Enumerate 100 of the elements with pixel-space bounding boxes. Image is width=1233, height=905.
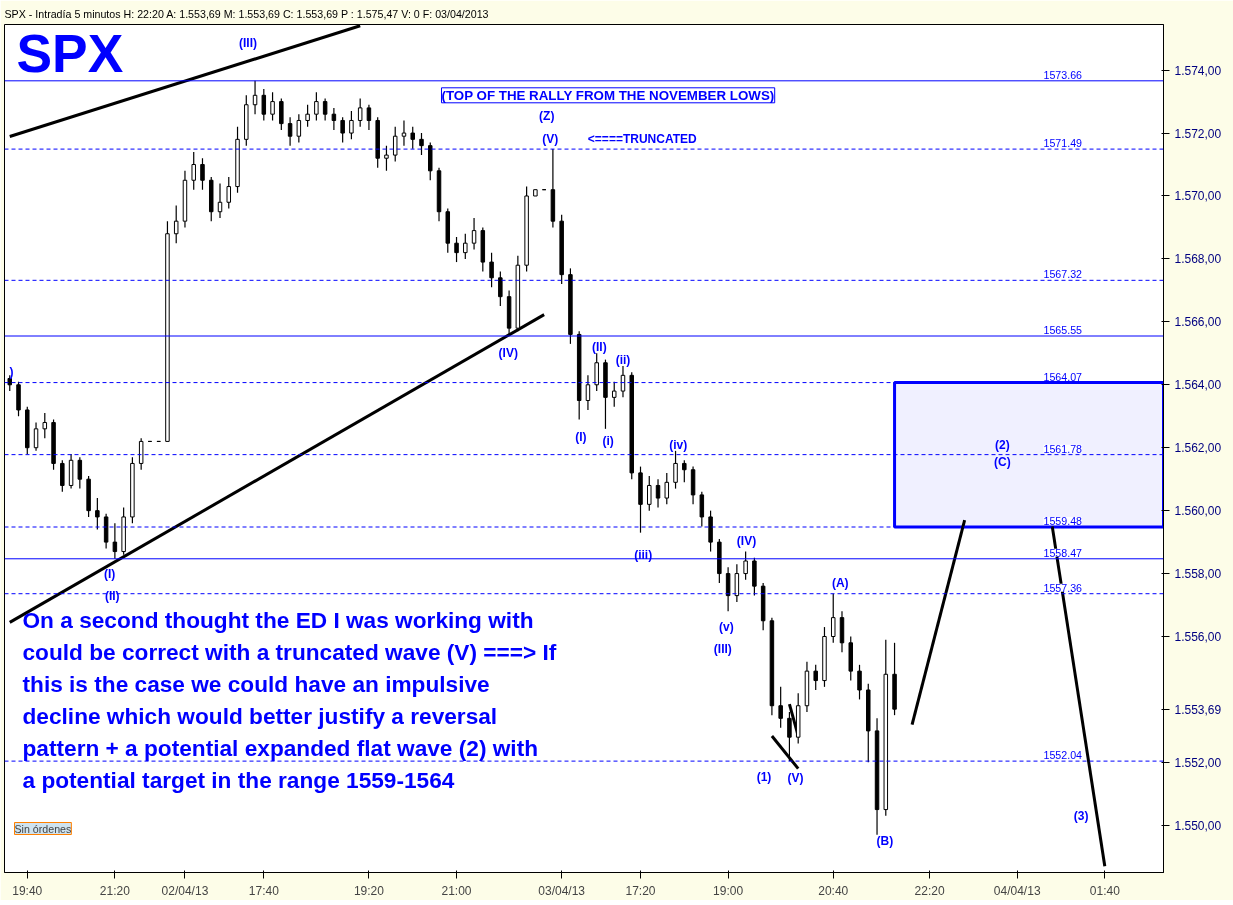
ref-line-label: 1571.49 bbox=[1043, 137, 1083, 150]
x-tick-label: 21:00 bbox=[441, 883, 472, 898]
x-tick-label: 03/04/13 bbox=[538, 883, 586, 898]
annotation: (3) bbox=[1073, 808, 1089, 823]
ref-line-label: 1573.66 bbox=[1043, 68, 1083, 81]
annotation: <====TRUNCATED bbox=[587, 132, 697, 147]
x-tick-label: 19:40 bbox=[12, 883, 43, 898]
candlestick bbox=[857, 664, 862, 701]
annotation: (2) bbox=[994, 437, 1010, 452]
candlestick bbox=[384, 145, 389, 172]
candlestick bbox=[173, 204, 179, 244]
candlestick bbox=[392, 126, 398, 162]
x-tick-label: 19:00 bbox=[713, 883, 744, 898]
annotation: On a second thought the ED I was working with could be correct with a truncated wave (V) ===> If this is the case we could have an impulsive decline which would better justify a reversal pattern + a potential expanded flat wave (2) with a potential target in the range 1559-1564 bbox=[22, 606, 557, 793]
y-tick-label: 1.556,00 bbox=[1174, 630, 1222, 645]
y-tick-label: 1.566,00 bbox=[1174, 315, 1222, 330]
candlestick bbox=[322, 97, 328, 122]
candlestick bbox=[725, 566, 731, 612]
annotation: (C) bbox=[993, 454, 1011, 469]
candlestick bbox=[305, 104, 310, 128]
candlestick bbox=[699, 491, 705, 527]
annotation: (i) bbox=[602, 434, 614, 449]
candlestick bbox=[498, 270, 503, 307]
ref-line-label: 1552.04 bbox=[1043, 749, 1083, 762]
candlestick bbox=[778, 686, 783, 729]
candlestick bbox=[647, 475, 652, 512]
candlestick bbox=[349, 110, 354, 140]
candlestick bbox=[200, 157, 205, 191]
y-tick-label: 1.568,00 bbox=[1174, 252, 1222, 267]
y-tick-label: 1.570,00 bbox=[1174, 189, 1222, 204]
annotation: (III) bbox=[239, 36, 258, 51]
ref-line-label: 1564.07 bbox=[1043, 370, 1083, 383]
candlestick bbox=[813, 664, 818, 691]
candlestick bbox=[331, 107, 337, 131]
candlestick bbox=[664, 472, 670, 505]
ref-line-label: 1557.36 bbox=[1043, 581, 1083, 594]
candlestick bbox=[454, 236, 459, 263]
annotation: (IV) bbox=[498, 346, 518, 361]
ref-line-label: 1558.47 bbox=[1043, 546, 1083, 559]
annotation: (iii) bbox=[634, 547, 653, 562]
candlestick bbox=[226, 176, 232, 210]
y-tick-label: 1.553,69 bbox=[1174, 702, 1222, 717]
candlestick bbox=[138, 437, 144, 471]
candlestick bbox=[191, 151, 196, 191]
annotation: (I) bbox=[103, 566, 116, 581]
annotation: (Z) bbox=[539, 108, 555, 123]
candlestick bbox=[419, 132, 424, 156]
candlestick bbox=[734, 563, 740, 603]
candlestick bbox=[261, 88, 267, 122]
annotation: (II) bbox=[104, 588, 120, 603]
x-tick-label: 20:40 bbox=[818, 883, 849, 898]
x-tick-label: 19:20 bbox=[353, 883, 385, 898]
candlestick bbox=[594, 352, 599, 392]
annotation: (V) bbox=[787, 771, 804, 786]
annotation: (IV) bbox=[736, 533, 757, 548]
ref-line-label: 1561.78 bbox=[1043, 442, 1083, 455]
annotation: Sin órdenes bbox=[14, 822, 72, 835]
y-tick-label: 1.550,00 bbox=[1174, 818, 1222, 833]
ref-line-label: 1559.48 bbox=[1043, 515, 1083, 528]
annotation: (iv) bbox=[669, 437, 688, 452]
candlestick bbox=[743, 550, 748, 581]
annotation: (ii) bbox=[615, 352, 631, 367]
candlestick bbox=[655, 478, 661, 509]
annotation: (I) bbox=[575, 429, 587, 444]
y-tick-label: 1.572,00 bbox=[1174, 126, 1222, 141]
annotation: (v) bbox=[719, 620, 734, 635]
ref-line-label: 1565.55 bbox=[1043, 324, 1083, 337]
candlestick bbox=[366, 104, 372, 131]
chart-title: SPX bbox=[16, 23, 124, 83]
candlestick bbox=[673, 450, 678, 490]
x-tick-label: 02/04/13 bbox=[161, 883, 209, 898]
ref-line-label: 1567.32 bbox=[1043, 268, 1083, 281]
candlestick bbox=[60, 459, 65, 493]
candlestick bbox=[270, 91, 275, 122]
candlestick bbox=[357, 97, 363, 128]
candlestick bbox=[489, 252, 494, 288]
annotation: (TOP OF THE RALLY FROM THE NOVEMBER LOWS) bbox=[441, 87, 775, 103]
x-tick-label: 17:40 bbox=[248, 883, 280, 898]
y-tick-label: 1.560,00 bbox=[1174, 504, 1222, 519]
x-tick-label: 17:20 bbox=[625, 883, 656, 898]
candlestick bbox=[611, 381, 617, 408]
candlestick bbox=[463, 233, 468, 260]
candlestick bbox=[682, 459, 687, 483]
candlestick bbox=[585, 374, 591, 411]
candlestick bbox=[112, 522, 118, 560]
annotation: (B) bbox=[876, 834, 894, 849]
annotation: (II) bbox=[592, 340, 607, 355]
annotation: (V) bbox=[542, 132, 559, 147]
annotation: (III) bbox=[713, 642, 732, 657]
annotation: ) bbox=[9, 365, 14, 380]
x-tick-label: 01:40 bbox=[1089, 883, 1121, 898]
y-tick-label: 1.558,00 bbox=[1174, 567, 1222, 582]
candlestick bbox=[33, 421, 39, 452]
candlestick bbox=[471, 217, 477, 251]
y-tick-label: 1.552,00 bbox=[1174, 755, 1222, 770]
candlestick bbox=[42, 412, 48, 439]
candlestick bbox=[279, 97, 284, 131]
candlestick bbox=[410, 126, 415, 150]
x-tick-label: 22:20 bbox=[914, 883, 945, 898]
candlestick bbox=[287, 116, 293, 147]
